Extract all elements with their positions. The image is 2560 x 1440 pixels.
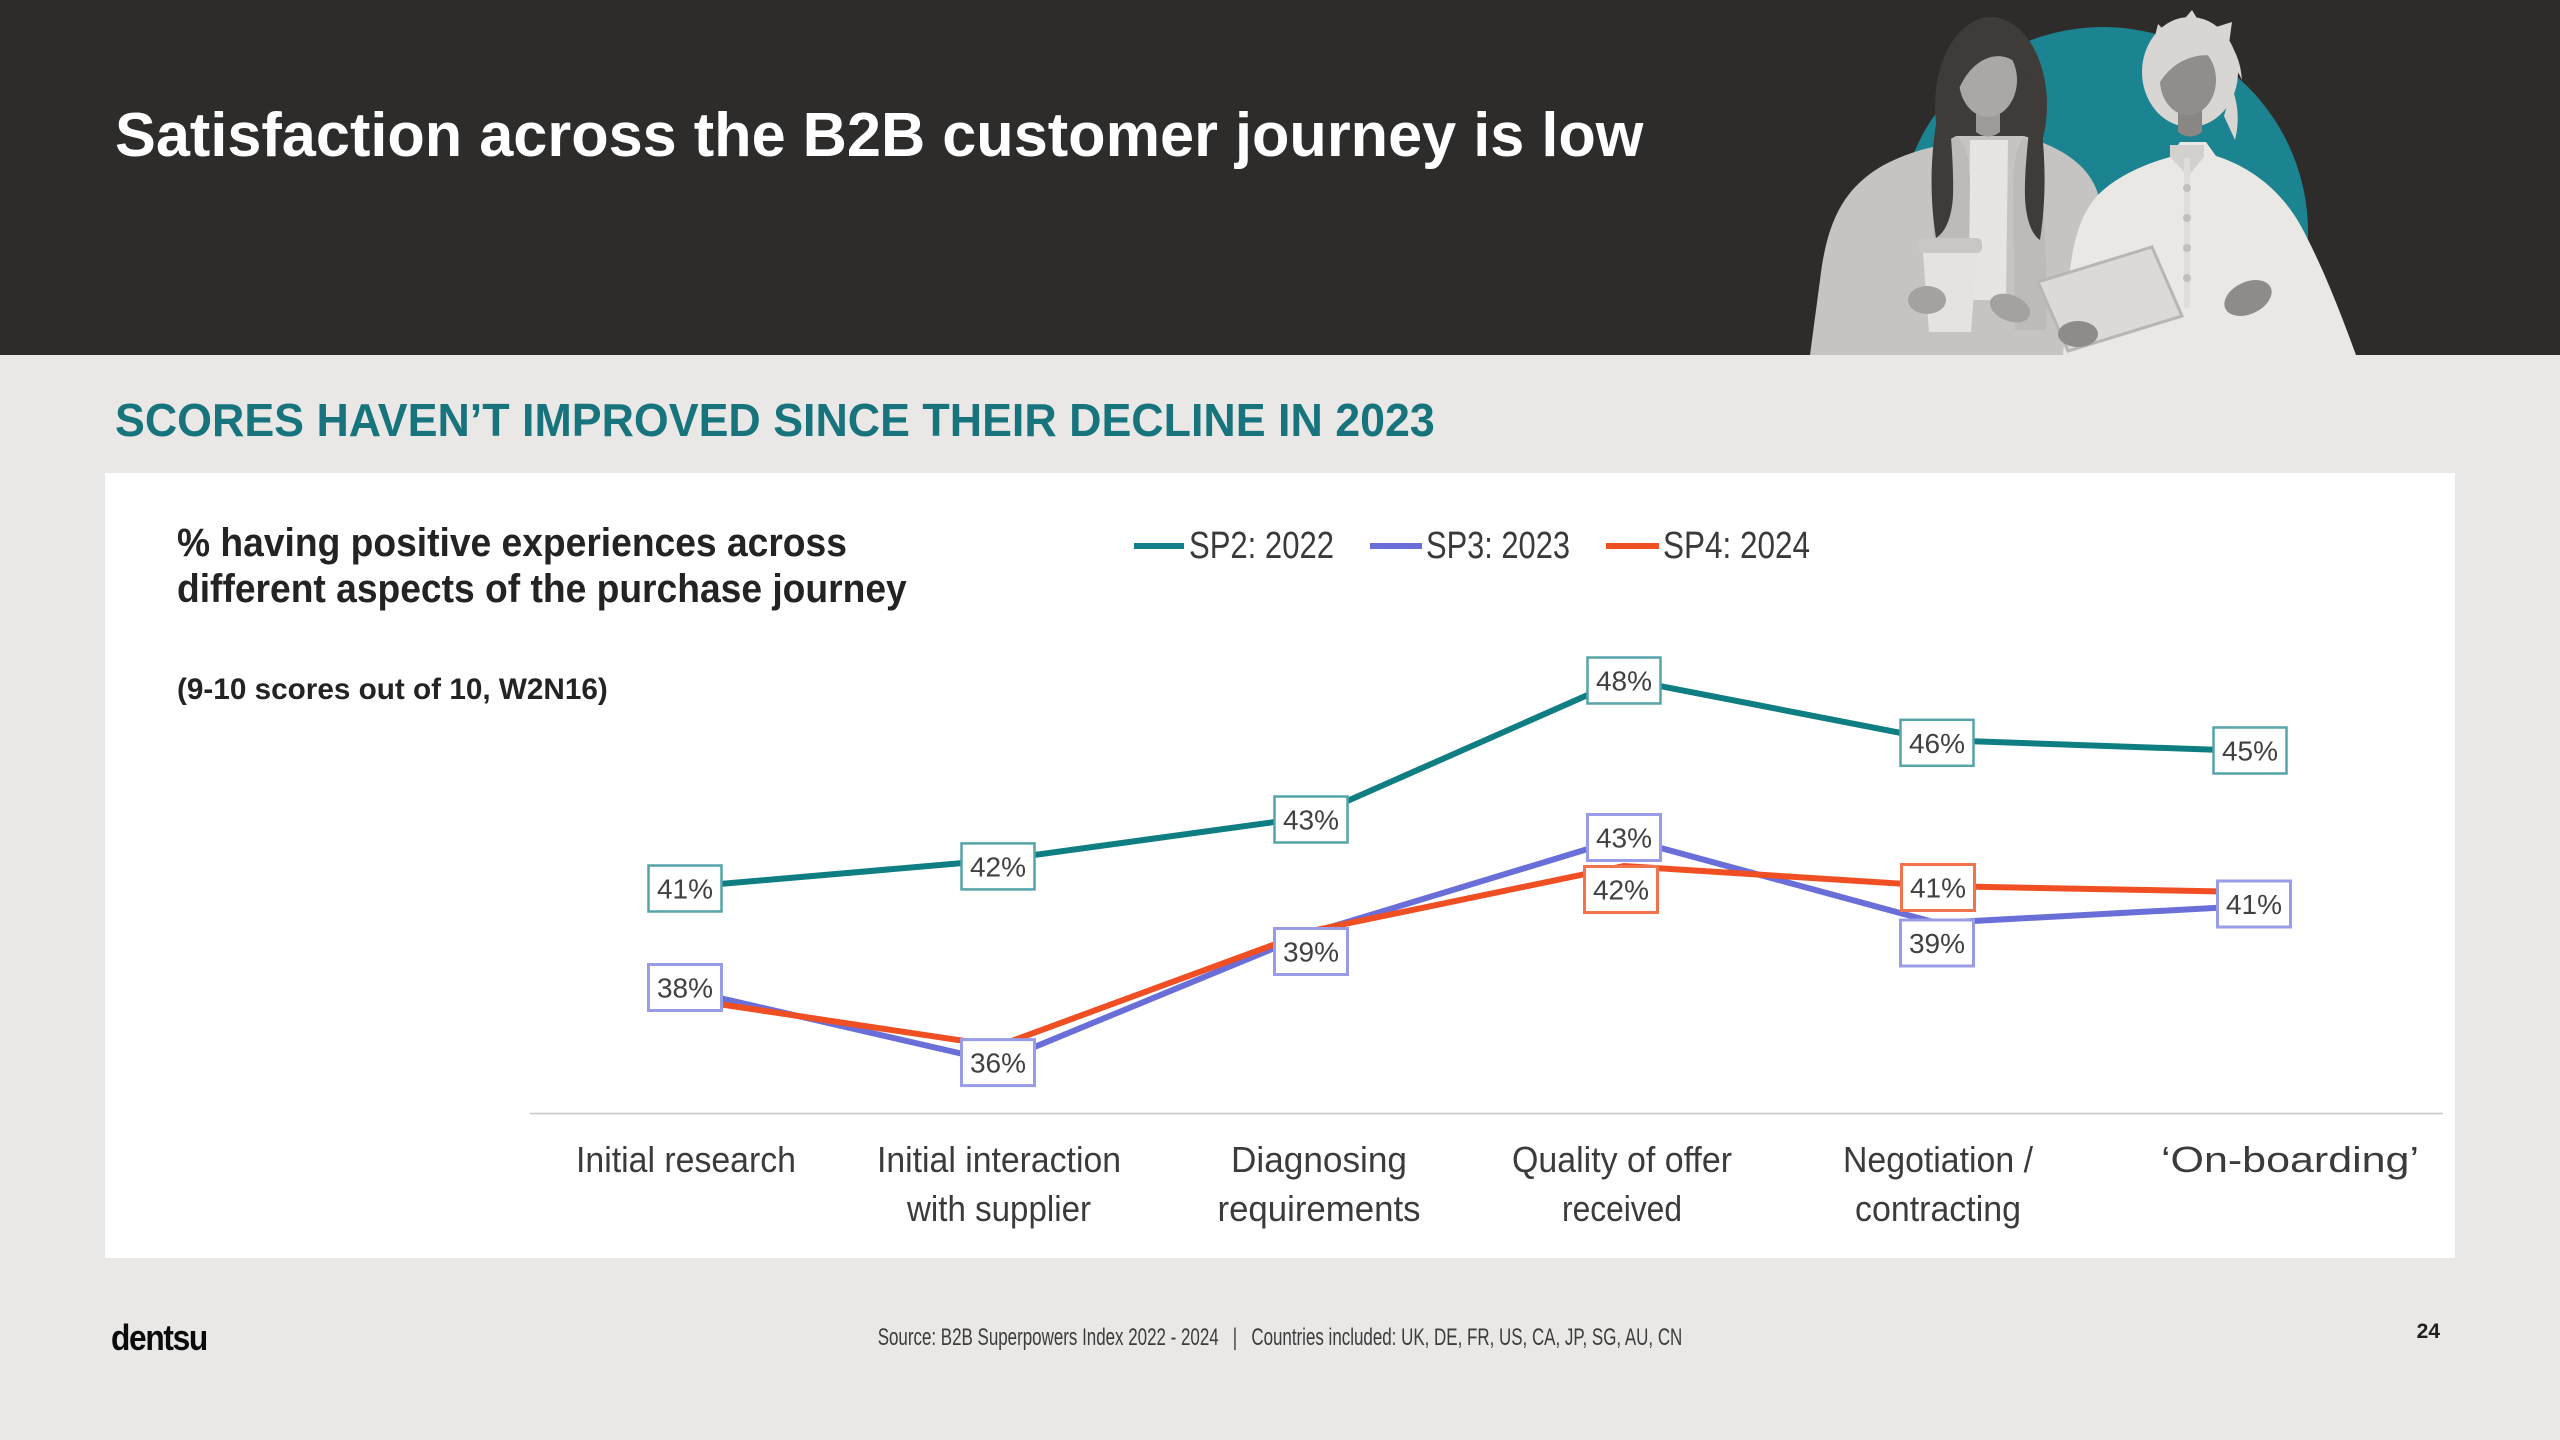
svg-text:Quality of offer: Quality of offer bbox=[1512, 1139, 1732, 1180]
svg-text:with supplier: with supplier bbox=[906, 1188, 1091, 1229]
svg-text:39%: 39% bbox=[1283, 937, 1339, 968]
svg-text:‘On-boarding’: ‘On-boarding’ bbox=[2161, 1139, 2419, 1180]
svg-text:43%: 43% bbox=[1596, 823, 1652, 854]
svg-text:45%: 45% bbox=[2222, 736, 2278, 767]
svg-text:SP3: 2023: SP3: 2023 bbox=[1426, 525, 1570, 567]
svg-text:requirements: requirements bbox=[1218, 1188, 1421, 1229]
svg-text:42%: 42% bbox=[1593, 875, 1649, 906]
svg-text:contracting: contracting bbox=[1855, 1188, 2021, 1229]
svg-text:38%: 38% bbox=[657, 973, 713, 1004]
svg-text:42%: 42% bbox=[970, 851, 1026, 882]
svg-text:39%: 39% bbox=[1909, 928, 1965, 959]
svg-text:Initial research: Initial research bbox=[576, 1139, 796, 1180]
svg-text:SP4: 2024: SP4: 2024 bbox=[1663, 525, 1810, 567]
svg-text:41%: 41% bbox=[657, 874, 713, 905]
svg-text:36%: 36% bbox=[970, 1048, 1026, 1079]
svg-text:SP2: 2022: SP2: 2022 bbox=[1189, 525, 1334, 567]
svg-text:48%: 48% bbox=[1596, 666, 1652, 697]
svg-text:41%: 41% bbox=[1910, 873, 1966, 904]
svg-text:41%: 41% bbox=[2226, 889, 2282, 920]
svg-text:received: received bbox=[1562, 1188, 1682, 1229]
svg-text:Diagnosing: Diagnosing bbox=[1231, 1139, 1407, 1180]
svg-text:43%: 43% bbox=[1283, 805, 1339, 836]
svg-text:Initial interaction: Initial interaction bbox=[877, 1139, 1121, 1180]
svg-text:46%: 46% bbox=[1909, 728, 1965, 759]
svg-text:Negotiation /: Negotiation / bbox=[1843, 1139, 2033, 1180]
